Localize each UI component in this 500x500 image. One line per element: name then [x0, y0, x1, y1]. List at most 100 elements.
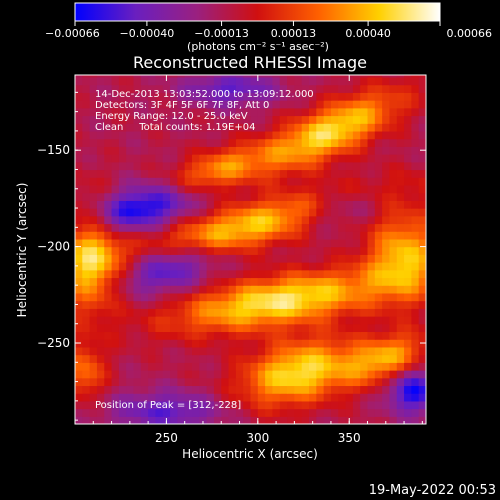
heatmap-cell: [396, 269, 405, 279]
heatmap-cell: [257, 231, 266, 240]
heatmap-cell: [221, 238, 230, 248]
heatmap-cell: [250, 146, 259, 155]
heatmap-cell: [228, 400, 237, 410]
heatmap-cell: [89, 393, 98, 402]
heatmap-cell: [221, 192, 230, 201]
heatmap-cell: [323, 200, 332, 209]
heatmap-cell: [140, 177, 149, 186]
heatmap-cell: [228, 208, 237, 217]
heatmap-cell: [272, 316, 281, 325]
heatmap-cell: [389, 316, 398, 325]
heatmap-cell: [411, 130, 420, 140]
heatmap-cell: [199, 177, 208, 186]
heatmap-cell: [250, 362, 259, 371]
heatmap-cell: [257, 177, 266, 186]
heatmap-cell: [309, 354, 317, 363]
heatmap-cell: [316, 285, 325, 294]
heatmap-cell: [140, 277, 149, 286]
heatmap-cell: [82, 300, 91, 309]
heatmap-cell: [411, 208, 420, 217]
heatmap-cell: [360, 76, 369, 86]
heatmap-cell: [111, 377, 120, 387]
heatmap-cell: [96, 292, 105, 302]
heatmap-cell: [265, 208, 274, 217]
heatmap-cell: [155, 238, 164, 248]
heatmap-cell: [148, 208, 157, 217]
heatmap-cell: [345, 323, 354, 333]
heatmap-cell: [199, 161, 208, 171]
heatmap-cell: [316, 292, 325, 302]
heatmap-cell: [411, 346, 420, 356]
heatmap-cell: [206, 277, 215, 286]
heatmap-cell: [374, 285, 383, 294]
heatmap-cell: [170, 223, 178, 232]
heatmap-cell: [352, 331, 361, 340]
colorbar: [74, 2, 441, 22]
heatmap-cell: [206, 123, 215, 132]
heatmap-cell: [133, 292, 142, 302]
heatmap-cell: [418, 354, 426, 363]
heatmap-cell: [374, 246, 383, 255]
heatmap-cell: [140, 154, 149, 163]
heatmap-cell: [411, 377, 420, 387]
heatmap-cell: [75, 331, 83, 340]
heatmap-cell: [345, 92, 354, 101]
heatmap-cell: [265, 146, 274, 155]
heatmap-cell: [272, 277, 281, 286]
heatmap-cell: [148, 370, 157, 379]
heatmap-cell: [323, 107, 332, 117]
heatmap-cell: [118, 154, 127, 163]
heatmap-cell: [155, 246, 164, 255]
heatmap-cell: [206, 208, 215, 217]
heatmap-cell: [228, 231, 237, 240]
heatmap-cell: [345, 154, 354, 163]
heatmap-cell: [162, 254, 171, 263]
heatmap-cell: [221, 354, 230, 363]
heatmap-cell: [265, 76, 274, 86]
heatmap-cell: [140, 184, 149, 194]
heatmap-cell: [352, 75, 361, 78]
heatmap-cell: [330, 246, 339, 255]
heatmap-cell: [389, 385, 398, 394]
heatmap-cell: [89, 215, 98, 225]
heatmap-cell: [301, 385, 310, 394]
y-tick-label: −150: [37, 143, 70, 157]
heatmap-cell: [184, 346, 193, 356]
heatmap-cell: [279, 146, 288, 155]
heatmap-cell: [301, 246, 310, 255]
heatmap-cell: [374, 416, 383, 424]
heatmap-cell: [155, 339, 164, 348]
heatmap-cell: [140, 223, 149, 232]
heatmap-cell: [330, 339, 339, 348]
heatmap-cell: [199, 346, 208, 356]
heatmap-cell: [352, 370, 361, 379]
heatmap-cell: [89, 262, 98, 271]
heatmap-cell: [250, 269, 259, 279]
heatmap-cell: [111, 146, 120, 155]
heatmap-cell: [330, 262, 339, 271]
heatmap-cell: [235, 331, 244, 340]
heatmap-cell: [243, 208, 252, 217]
heatmap-cell: [404, 385, 412, 394]
heatmap-cell: [374, 362, 383, 371]
heatmap-cell: [199, 223, 208, 232]
heatmap-cell: [126, 76, 135, 86]
heatmap-cell: [133, 416, 142, 424]
heatmap-cell: [170, 208, 178, 217]
heatmap-cell: [75, 238, 83, 248]
heatmap-cell: [250, 316, 259, 325]
heatmap-cell: [301, 269, 310, 279]
heatmap-cell: [126, 123, 135, 132]
heatmap-cell: [170, 138, 178, 147]
heatmap-cell: [352, 231, 361, 240]
heatmap-cell: [148, 246, 157, 255]
heatmap-cell: [367, 192, 376, 201]
heatmap-cell: [162, 184, 171, 194]
heatmap-cell: [404, 323, 412, 333]
heatmap-cell: [199, 385, 208, 394]
heatmap-cell: [126, 238, 135, 248]
heatmap-cell: [111, 154, 120, 163]
heatmap-cell: [96, 300, 105, 309]
heatmap-cell: [148, 177, 157, 186]
heatmap-cell: [133, 130, 142, 140]
